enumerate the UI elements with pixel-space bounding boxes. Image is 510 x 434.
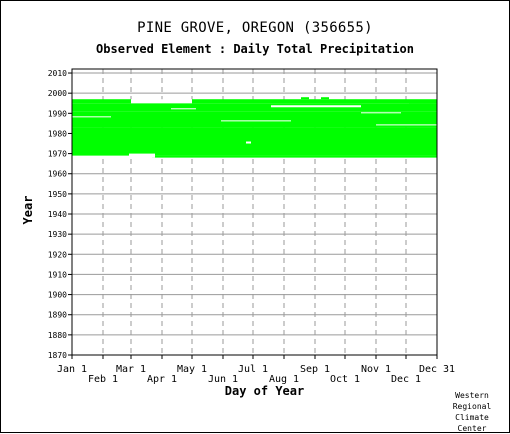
credit-line: Regional [452, 402, 492, 411]
chart-subtitle: Observed Element : Daily Total Precipita… [96, 42, 414, 56]
data-block [192, 99, 437, 104]
credit-block: Western Regional Climate Center [442, 390, 502, 434]
data-block [72, 111, 437, 128]
y-tick-label: 1930 [48, 230, 67, 239]
data-block [321, 97, 329, 100]
y-tick-label: 1940 [48, 210, 67, 219]
chart-title: PINE GROVE, OREGON (356655) [137, 20, 373, 36]
x-tick-label: Dec 1 [391, 374, 421, 385]
axis-labels: 2010 2000 1990 1980 1970 1960 1950 1940 1930 1920… [21, 69, 455, 398]
data-gap [72, 116, 111, 118]
credit-line: Western [455, 391, 489, 400]
data-gap [221, 120, 291, 122]
credit-line: Climate [455, 413, 489, 422]
data-gap [361, 112, 401, 114]
x-tick-label: Jan 1 [57, 364, 87, 375]
data-marks [72, 97, 437, 158]
y-tick-label: 1920 [48, 250, 67, 259]
plot-border [71, 68, 438, 356]
data-block [152, 155, 437, 158]
x-tick-label: May 1 [177, 364, 207, 375]
y-tick-label: 1950 [48, 190, 67, 199]
data-gap [129, 153, 155, 158]
y-tick-label: 1910 [48, 270, 67, 279]
y-tick-label: 1890 [48, 311, 67, 320]
y-tick-label: 2010 [48, 69, 67, 78]
y-tick-label: 1960 [48, 170, 67, 179]
axes [68, 68, 438, 359]
x-tick-label: Jul 1 [238, 364, 268, 375]
x-tick-label: Apr 1 [147, 374, 177, 385]
y-tick-label: 1880 [48, 331, 67, 340]
x-tick-label: Aug 1 [269, 374, 299, 385]
x-tick-label: Oct 1 [330, 374, 360, 385]
data-block [409, 101, 437, 104]
x-tick-label: Dec 31 [419, 364, 455, 375]
x-tick-label: Sep 1 [300, 364, 330, 375]
y-axis-title: Year [21, 196, 35, 225]
y-tick-label: 1990 [48, 109, 67, 118]
y-tick-label: 1970 [48, 150, 67, 159]
x-tick-label: Nov 1 [361, 364, 391, 375]
data-block [72, 127, 437, 156]
data-block [72, 103, 437, 112]
data-gap [131, 99, 192, 104]
data-block [72, 99, 131, 104]
data-gap [171, 108, 196, 110]
y-tick-label: 1870 [48, 351, 67, 360]
x-tick-label: Mar 1 [116, 364, 146, 375]
x-axis-title: Day of Year [225, 384, 304, 398]
data-block [301, 97, 309, 100]
credit-line: Center [457, 424, 487, 433]
data-gap [376, 124, 437, 126]
x-tick-label: Jun 1 [208, 374, 238, 385]
data-gap [246, 141, 251, 144]
y-tick-label: 1900 [48, 291, 67, 300]
y-tick-label: 2000 [48, 89, 67, 98]
y-tick-label: 1980 [48, 129, 67, 138]
x-tick-label: Feb 1 [88, 374, 118, 385]
data-gap [271, 105, 361, 108]
